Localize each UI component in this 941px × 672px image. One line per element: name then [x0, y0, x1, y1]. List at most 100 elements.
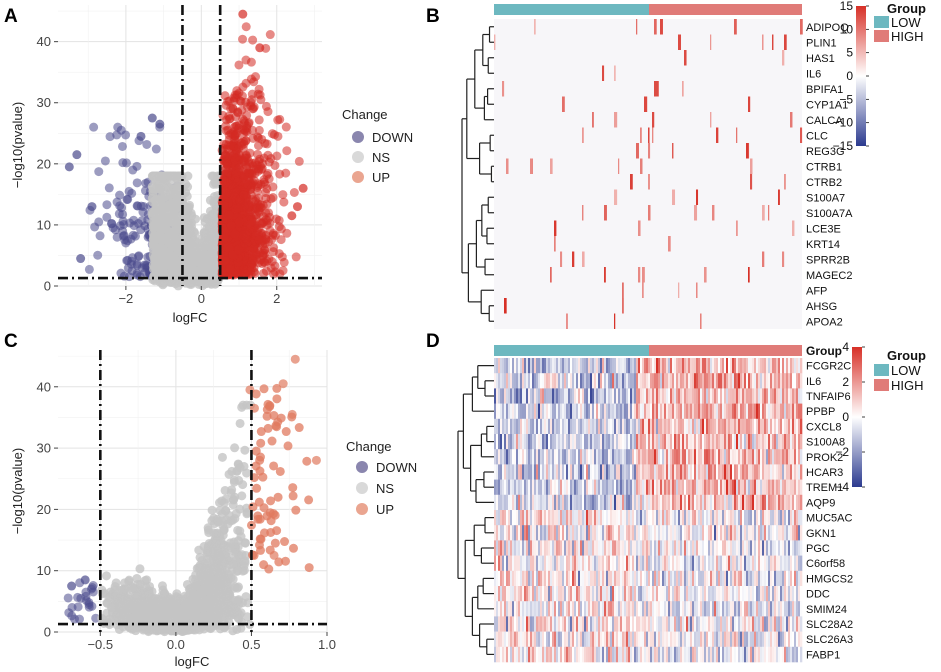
- volcano-a-point-up: [234, 245, 244, 255]
- volcano-a-point-up: [246, 57, 256, 67]
- volcano-c-point-ns: [207, 505, 217, 515]
- volcano-a-point-down: [90, 222, 100, 232]
- volcano-a-point-ns: [159, 233, 169, 243]
- volcano-a-point-ns: [184, 218, 194, 228]
- volcano-a-legend-label-down: DOWN: [372, 130, 413, 145]
- volcano-a-point-up: [233, 203, 243, 213]
- volcano-a-point-down: [116, 125, 126, 135]
- volcano-a-point-up: [251, 204, 261, 214]
- volcano-a-x-axis-title: logFC: [173, 310, 208, 325]
- volcano-a-point-up: [243, 179, 253, 189]
- volcano-a-point-up: [247, 216, 257, 226]
- volcano-a-point-down: [102, 200, 112, 210]
- volcano-a-point-up: [263, 215, 273, 225]
- volcano-a-point-down: [118, 231, 128, 241]
- volcano-a-point-down: [129, 221, 139, 231]
- volcano-a-point-highlight: [287, 211, 297, 221]
- volcano-a-point-down: [132, 178, 142, 188]
- volcano-a-y-tick-label: 30: [37, 95, 51, 110]
- volcano-a-point-down: [127, 253, 137, 263]
- volcano-a-x-tick-label: 2: [273, 291, 280, 306]
- volcano-c-point-ns: [235, 418, 245, 428]
- volcano-a-point-up: [247, 263, 257, 273]
- volcano-a-point-up: [234, 217, 244, 227]
- volcano-a-point-up: [228, 188, 238, 198]
- volcano-a-point-highlight: [76, 254, 86, 264]
- volcano-a-point-ns: [147, 182, 157, 192]
- volcano-a-point-up: [254, 125, 264, 135]
- volcano-a-point-up: [259, 268, 269, 278]
- volcano-a-point-up: [244, 168, 254, 178]
- volcano-a-point-up: [248, 35, 258, 45]
- volcano-a-point-up: [276, 235, 286, 245]
- volcano-a-point-highlight: [136, 131, 146, 141]
- volcano-a-point-up: [289, 187, 299, 197]
- volcano-a-point-up: [230, 229, 240, 239]
- volcano-a-point-up: [252, 160, 262, 170]
- volcano-a-point-highlight: [64, 162, 74, 172]
- volcano-a-point-up: [265, 30, 275, 40]
- volcano-a-point-ns: [185, 238, 195, 248]
- volcano-a-y-axis-title: −log10(pvalue): [10, 102, 25, 188]
- volcano-a-legend-title: Change: [342, 107, 388, 122]
- volcano-a-point-highlight: [155, 119, 165, 129]
- volcano-a-points: [64, 9, 308, 291]
- volcano-a-point-up: [232, 144, 242, 154]
- volcano-a-point-ns: [156, 224, 166, 234]
- volcano-a-point-down: [100, 156, 110, 166]
- volcano-a-point-down: [105, 132, 115, 142]
- volcano-a-point-ns: [164, 253, 174, 263]
- volcano-a-point-ns: [157, 171, 167, 181]
- volcano-a-point-ns: [148, 217, 158, 227]
- volcano-a-point-ns: [210, 226, 220, 236]
- volcano-a-point-up: [222, 152, 232, 162]
- volcano-a-point-down: [127, 266, 137, 276]
- volcano-a-point-up: [246, 101, 256, 111]
- volcano-a-point-up: [244, 159, 254, 169]
- volcano-a-point-ns: [172, 183, 182, 193]
- volcano-a-point-highlight: [292, 202, 302, 212]
- volcano-a-point-ns: [167, 241, 177, 251]
- volcano-a-point-up: [234, 88, 244, 98]
- volcano-a-point-ns: [185, 262, 195, 272]
- volcano-a-point-up: [262, 184, 272, 194]
- volcano-c-point-down: [64, 608, 74, 618]
- volcano-a-point-up: [220, 256, 230, 266]
- volcano-a-point-up: [269, 130, 279, 140]
- volcano-a-point-down: [117, 141, 127, 151]
- volcano-a-point-up: [254, 115, 264, 125]
- volcano-c-point-ns: [240, 445, 250, 455]
- volcano-a-legend-key-up: [352, 171, 364, 183]
- volcano-a-point-ns: [188, 249, 198, 259]
- volcano-a-point-up: [253, 89, 263, 99]
- volcano-a-point-ns: [167, 171, 177, 181]
- volcano-a-legend: Change DOWN NS UP: [342, 107, 413, 185]
- volcano-a-point-up: [273, 115, 283, 125]
- volcano-a-point-up: [231, 170, 241, 180]
- volcano-a-point-up: [263, 168, 273, 178]
- volcano-a-point-up: [248, 250, 258, 260]
- volcano-a-x-tick-label: −2: [118, 291, 133, 306]
- volcano-a-point-down: [118, 209, 128, 219]
- volcano-a-point-up: [270, 261, 280, 271]
- volcano-a-point-up: [234, 60, 244, 70]
- volcano-a-legend-key-ns: [352, 151, 364, 163]
- volcano-c-point-ns: [101, 571, 111, 581]
- volcano-a-point-down: [119, 220, 129, 230]
- volcano-a-point-up: [274, 215, 284, 225]
- volcano-a-point-up: [278, 266, 288, 276]
- volcano-a-point-ns: [153, 252, 163, 262]
- volcano-a-point-ns: [195, 265, 205, 275]
- volcano-a-point-highlight: [72, 150, 82, 160]
- volcano-a-point-down: [84, 264, 94, 274]
- volcano-a-point-highlight: [298, 183, 308, 193]
- volcano-a-point-up: [241, 22, 251, 32]
- volcano-a-point-up: [278, 190, 288, 200]
- volcano-a-point-down: [139, 260, 149, 270]
- volcano-a-point-down: [123, 194, 133, 204]
- volcano-a-point-up: [254, 235, 264, 245]
- volcano-a-point-down: [142, 139, 152, 149]
- volcano-a-point-down: [130, 231, 140, 241]
